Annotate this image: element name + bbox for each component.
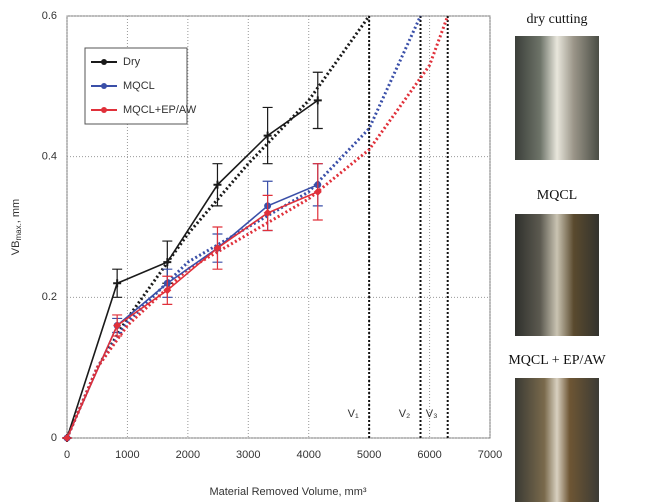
x-tick-label: 1000 — [115, 449, 139, 461]
y-tick-label: 0.6 — [42, 10, 57, 22]
y-label-unit: , mm — [10, 199, 22, 223]
x-axis-label: Material Removed Volume, mm³ — [209, 486, 366, 498]
data-point — [313, 96, 322, 105]
x-tick-label: 0 — [64, 449, 70, 461]
y-label-sub: max. — [14, 223, 23, 240]
data-point — [163, 258, 172, 267]
data-point — [263, 131, 272, 140]
panel-label: dry cutting — [526, 12, 587, 27]
legend-marker — [101, 59, 107, 65]
y-tick-label: 0.4 — [42, 151, 57, 163]
photo-mqcl — [515, 214, 599, 336]
x-tick-label: 3000 — [236, 449, 260, 461]
x-tick-label: 5000 — [357, 449, 381, 461]
data-point — [63, 434, 71, 442]
data-point — [113, 279, 122, 288]
limit-label: V₁ — [348, 408, 359, 420]
x-tick-label: 2000 — [176, 449, 200, 461]
x-tick-label: 7000 — [478, 449, 502, 461]
series-line — [66, 191, 319, 439]
series-line — [66, 99, 319, 439]
y-axis-label: VBmax., mm — [10, 199, 23, 255]
panel-label: MQCL + EP/AW — [508, 353, 606, 368]
legend-label: MQCL — [123, 80, 155, 92]
y-tick-label: 0 — [51, 432, 57, 444]
legend-marker — [101, 107, 107, 113]
legend-label: MQCL+EP/AW — [123, 104, 197, 116]
photo-dry — [515, 36, 599, 160]
limit-label: V₂ — [399, 408, 411, 420]
limit-label: V₃ — [426, 408, 438, 420]
data-point — [213, 180, 222, 189]
legend-label: Dry — [123, 56, 141, 68]
photo-mqcl-ep — [515, 378, 599, 502]
data-point — [213, 244, 222, 253]
data-point — [163, 286, 172, 295]
x-tick-label: 6000 — [417, 449, 441, 461]
y-label-main: VB — [10, 241, 22, 256]
y-tick-label: 0.2 — [42, 291, 57, 303]
data-point — [263, 208, 272, 217]
legend-marker — [101, 83, 107, 89]
data-point — [313, 187, 322, 196]
panel-label: MQCL — [537, 188, 577, 203]
data-point — [113, 321, 122, 330]
trend-line — [65, 15, 450, 439]
x-tick-label: 4000 — [296, 449, 320, 461]
